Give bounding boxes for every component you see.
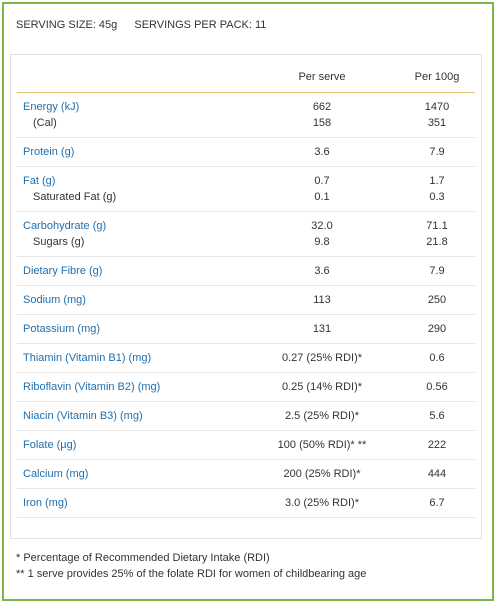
per-serve-value: 113 xyxy=(313,294,331,306)
per-100g-value: 0.3 xyxy=(429,191,445,203)
per-100g-value: 1.7 xyxy=(429,175,445,187)
nutrient-label: Niacin (Vitamin B3) (mg) xyxy=(23,410,143,422)
table-row: Calcium (mg) 200 (25% RDI)* 444 xyxy=(17,466,475,482)
per-100g-value: 21.8 xyxy=(426,236,448,248)
per-serve-value: 662 xyxy=(312,101,332,113)
nutrient-label: Carbohydrate (g) xyxy=(23,220,107,232)
nutrient-label: Folate (µg) xyxy=(23,439,77,451)
per-100g-value: 7.9 xyxy=(429,146,445,158)
table-row: Sugars (g) 9.8 21.8 xyxy=(17,234,475,250)
row-group: Niacin (Vitamin B3) (mg) 2.5 (25% RDI)* 5.… xyxy=(17,402,475,431)
table-row: Iron (mg) 3.0 (25% RDI)* 6.7 xyxy=(17,495,475,511)
table-row: Fat (g) 0.7 1.7 xyxy=(17,173,475,189)
nutrient-label: Dietary Fibre (g) xyxy=(23,265,103,277)
per-100g-value: 444 xyxy=(427,468,447,480)
per-100g-value: 351 xyxy=(427,117,447,129)
nutrition-table: Per serve Per 100g Energy (kJ) 662 1470 (Ca… xyxy=(10,54,482,539)
table-row: Riboflavin (Vitamin B2) (mg) 0.25 (14% RD… xyxy=(17,379,475,395)
row-group: Protein (g) 3.6 7.9 xyxy=(17,138,475,167)
per-100g-value: 290 xyxy=(427,323,447,335)
per-100g-value: 71.1 xyxy=(426,220,448,232)
per-100g-value: 5.6 xyxy=(429,410,445,422)
per-serve-value: 158 xyxy=(312,117,332,129)
header-cell: Per serve xyxy=(298,71,346,83)
per-serve-value: 100 (50% RDI)* ** xyxy=(277,439,367,451)
per-100g-value: 7.9 xyxy=(429,265,445,277)
per-serve-value: 32.0 xyxy=(311,220,333,232)
per-100g-value: 0.6 xyxy=(429,352,445,364)
per-serve-value: 0.27 (25% RDI)* xyxy=(281,352,363,364)
table-row: Carbohydrate (g) 32.0 71.1 xyxy=(17,218,475,234)
row-group: Sodium (mg) 113 250 xyxy=(17,286,475,315)
per-serve-value: 131 xyxy=(312,323,332,335)
per-serve-value: 0.25 (14% RDI)* xyxy=(281,381,363,393)
per-100g-value: 0.56 xyxy=(426,381,448,393)
row-group: Folate (µg) 100 (50% RDI)* ** 222 xyxy=(17,431,475,460)
serving-info: SERVING SIZE: 45g SERVINGS PER PACK: 11 xyxy=(16,19,280,31)
row-group: Iron (mg) 3.0 (25% RDI)* 6.7 xyxy=(17,489,475,518)
row-group: Carbohydrate (g) 32.0 71.1 Sugars (g) 9.8 21.… xyxy=(17,212,475,257)
table-row: Potassium (mg) 131 290 xyxy=(17,321,475,337)
footnote: ** 1 serve provides 25% of the folate RD… xyxy=(16,568,367,580)
table-row: Dietary Fibre (g) 3.6 7.9 xyxy=(17,263,475,279)
per-serve-value: 0.7 xyxy=(314,175,330,187)
nutrient-label: Potassium (mg) xyxy=(23,323,101,335)
table-row: Saturated Fat (g) 0.1 0.3 xyxy=(17,189,475,205)
nutrient-label: (Cal) xyxy=(33,117,57,129)
table-row: Energy (kJ) 662 1470 xyxy=(17,99,475,115)
nutrient-label: Calcium (mg) xyxy=(23,468,89,480)
nutrient-label: Sugars (g) xyxy=(33,236,85,248)
row-group: Potassium (mg) 131 290 xyxy=(17,315,475,344)
row-group: Fat (g) 0.7 1.7 Saturated Fat (g) 0.1 0.3 xyxy=(17,167,475,212)
servings-per-pack: SERVINGS PER PACK: 11 xyxy=(134,19,267,31)
table-header: Per serve Per 100g xyxy=(17,55,475,93)
table-row: Sodium (mg) 113 250 xyxy=(17,292,475,308)
serving-size: SERVING SIZE: 45g xyxy=(16,19,118,31)
per-100g-value: 222 xyxy=(427,439,447,451)
per-serve-value: 2.5 (25% RDI)* xyxy=(285,410,359,422)
row-group: Calcium (mg) 200 (25% RDI)* 444 xyxy=(17,460,475,489)
table-row: Niacin (Vitamin B3) (mg) 2.5 (25% RDI)* 5.… xyxy=(17,408,475,424)
per-100g-value: 250 xyxy=(427,294,447,306)
nutrient-label: Protein (g) xyxy=(23,146,75,158)
footnote: * Percentage of Recommended Dietary Inta… xyxy=(16,552,270,564)
table-row: Thiamin (Vitamin B1) (mg) 0.27 (25% RDI)*… xyxy=(17,350,475,366)
nutrient-label: Sodium (mg) xyxy=(23,294,86,306)
nutrient-label: Thiamin (Vitamin B1) (mg) xyxy=(23,352,152,364)
row-group: Riboflavin (Vitamin B2) (mg) 0.25 (14% RD… xyxy=(17,373,475,402)
row-group: Energy (kJ) 662 1470 (Cal) 158 351 xyxy=(17,93,475,138)
nutrient-label: Fat (g) xyxy=(23,175,56,187)
table-body: Energy (kJ) 662 1470 (Cal) 158 351 Protein (g)… xyxy=(11,93,481,518)
header-cell: Per 100g xyxy=(414,71,460,83)
footnotes: * Percentage of Recommended Dietary Inta… xyxy=(16,550,366,582)
per-serve-value: 3.6 xyxy=(314,146,330,158)
per-100g-value: 6.7 xyxy=(429,497,445,509)
row-group: Dietary Fibre (g) 3.6 7.9 xyxy=(17,257,475,286)
table-row: Folate (µg) 100 (50% RDI)* ** 222 xyxy=(17,437,475,453)
per-serve-value: 0.1 xyxy=(314,191,330,203)
nutrient-label: Riboflavin (Vitamin B2) (mg) xyxy=(23,381,161,393)
per-serve-value: 9.8 xyxy=(314,236,330,248)
nutrient-label: Iron (mg) xyxy=(23,497,68,509)
table-row: Protein (g) 3.6 7.9 xyxy=(17,144,475,160)
per-serve-value: 3.0 (25% RDI)* xyxy=(285,497,359,509)
nutrient-label: Saturated Fat (g) xyxy=(33,191,117,203)
row-group: Thiamin (Vitamin B1) (mg) 0.27 (25% RDI)*… xyxy=(17,344,475,373)
per-serve-value: 3.6 xyxy=(314,265,330,277)
per-serve-value: 200 (25% RDI)* xyxy=(283,468,361,480)
table-row: (Cal) 158 351 xyxy=(17,115,475,131)
per-100g-value: 1470 xyxy=(424,101,450,113)
nutrient-label: Energy (kJ) xyxy=(23,101,80,113)
